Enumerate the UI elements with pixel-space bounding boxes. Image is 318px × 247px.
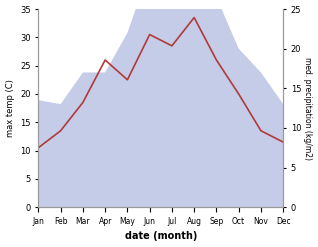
Y-axis label: med. precipitation (kg/m2): med. precipitation (kg/m2) xyxy=(303,57,313,160)
X-axis label: date (month): date (month) xyxy=(125,231,197,242)
Y-axis label: max temp (C): max temp (C) xyxy=(5,79,15,137)
